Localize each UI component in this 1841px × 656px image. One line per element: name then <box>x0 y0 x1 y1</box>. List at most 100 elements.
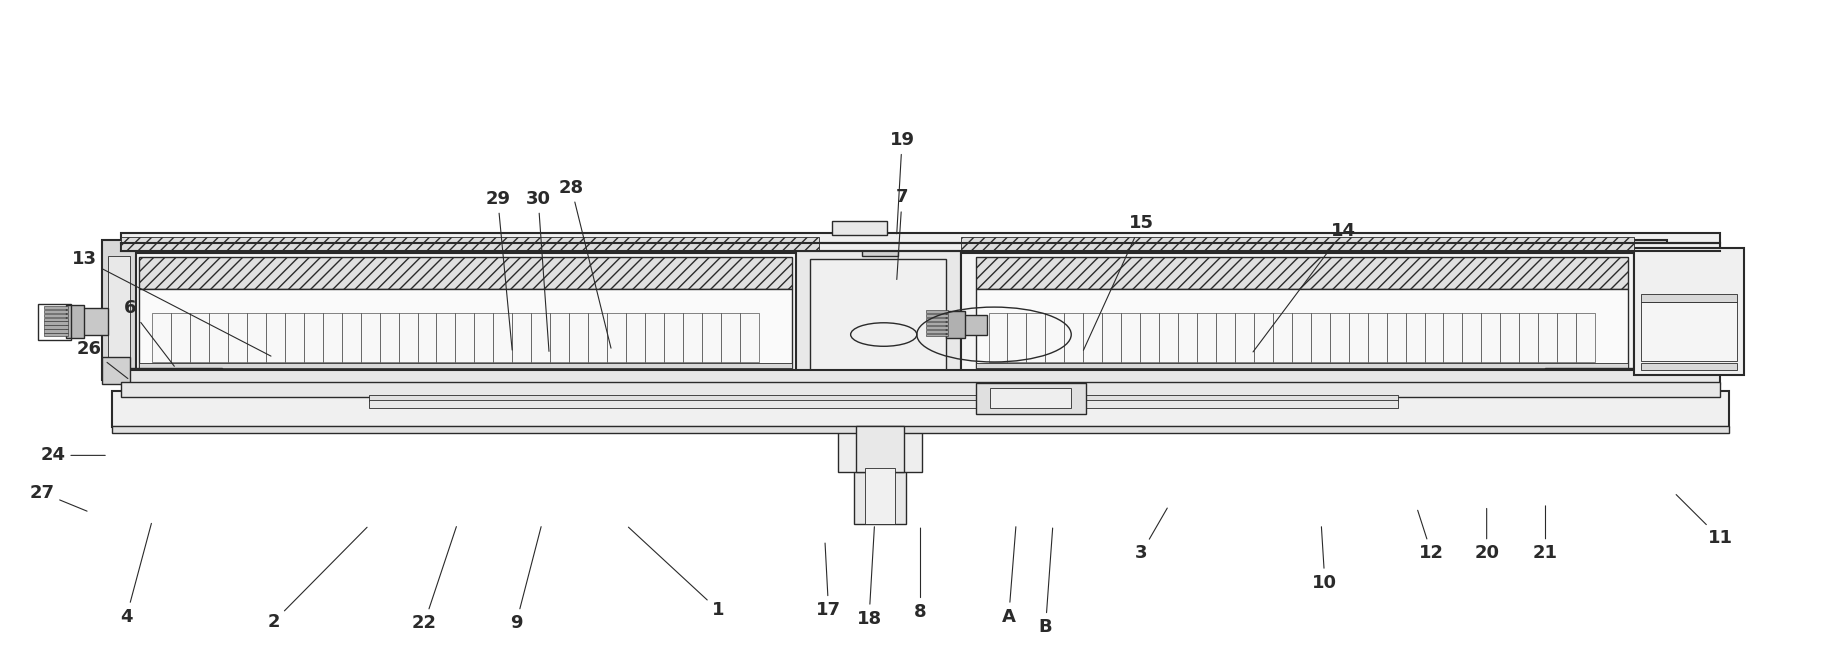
Bar <box>1519 313 1539 362</box>
Bar <box>1064 313 1083 362</box>
Bar <box>1539 313 1557 362</box>
Bar <box>368 395 1399 401</box>
Bar <box>210 313 228 362</box>
Bar <box>66 305 85 338</box>
Text: 21: 21 <box>1534 506 1557 562</box>
Bar <box>722 313 740 362</box>
Bar <box>1699 314 1723 317</box>
Bar <box>1329 313 1349 362</box>
Text: 27: 27 <box>29 483 87 511</box>
Bar <box>418 313 436 362</box>
Bar <box>926 330 948 333</box>
Bar <box>1699 329 1723 333</box>
Bar <box>1699 333 1723 337</box>
Bar <box>926 322 948 325</box>
Bar <box>1083 313 1103 362</box>
Bar <box>854 470 906 524</box>
Bar <box>122 237 819 251</box>
Bar <box>1640 363 1736 371</box>
Bar <box>1254 313 1272 362</box>
Bar <box>342 313 361 362</box>
Bar <box>304 313 322 362</box>
Bar <box>961 237 1633 251</box>
Bar <box>926 326 948 329</box>
Bar <box>512 313 532 362</box>
Text: 10: 10 <box>1313 527 1337 592</box>
Bar <box>1103 313 1121 362</box>
Text: 28: 28 <box>558 178 611 348</box>
Bar <box>1046 313 1064 362</box>
Bar <box>1311 313 1329 362</box>
Bar <box>976 383 1086 414</box>
Bar <box>1160 313 1178 362</box>
Bar <box>532 313 550 362</box>
Bar <box>1443 313 1462 362</box>
Bar <box>1425 313 1443 362</box>
Bar <box>190 313 210 362</box>
Text: 30: 30 <box>527 190 550 352</box>
Bar <box>1557 313 1576 362</box>
Bar <box>1292 313 1311 362</box>
Bar <box>810 259 946 374</box>
Text: 8: 8 <box>915 528 926 621</box>
Text: 20: 20 <box>1475 508 1499 562</box>
Bar <box>1197 313 1217 362</box>
Bar <box>361 313 379 362</box>
Text: 7: 7 <box>897 188 908 279</box>
Bar <box>122 371 1719 384</box>
Bar <box>587 313 608 362</box>
Bar <box>832 221 887 236</box>
Bar <box>976 257 1627 289</box>
Text: 22: 22 <box>412 527 457 632</box>
Bar <box>926 314 948 317</box>
Bar <box>379 313 398 362</box>
Bar <box>122 243 1719 251</box>
Bar <box>825 405 935 422</box>
Bar <box>44 333 68 337</box>
Bar <box>44 329 68 333</box>
Bar <box>862 371 898 472</box>
Bar <box>44 321 68 325</box>
Bar <box>1633 240 1666 380</box>
Bar <box>112 392 1729 427</box>
Bar <box>1655 308 1685 335</box>
Text: 15: 15 <box>1083 215 1154 350</box>
Bar <box>862 247 898 256</box>
Bar <box>838 420 922 472</box>
Bar <box>44 314 68 317</box>
Bar <box>569 313 587 362</box>
Text: 1: 1 <box>628 527 725 619</box>
Bar <box>103 240 136 380</box>
Bar <box>247 313 265 362</box>
Bar <box>856 426 904 472</box>
Bar <box>1405 313 1425 362</box>
Text: 3: 3 <box>1134 508 1167 562</box>
Bar <box>626 313 644 362</box>
Text: 17: 17 <box>816 543 841 619</box>
Bar <box>103 369 223 380</box>
Bar <box>1386 313 1405 362</box>
Bar <box>1217 313 1235 362</box>
Bar <box>740 313 758 362</box>
Text: 12: 12 <box>1418 510 1443 562</box>
Bar <box>1633 256 1655 367</box>
Bar <box>1576 313 1594 362</box>
Text: 4: 4 <box>120 523 151 626</box>
Bar <box>122 382 1719 397</box>
Text: 18: 18 <box>856 527 882 628</box>
Bar <box>926 334 948 337</box>
Bar <box>1699 325 1723 329</box>
Bar <box>1699 306 1723 309</box>
Bar <box>127 253 806 374</box>
Bar <box>976 363 1627 370</box>
Bar <box>44 325 68 329</box>
Bar <box>455 313 475 362</box>
Bar <box>1696 304 1729 340</box>
Bar <box>795 250 961 387</box>
Text: 2: 2 <box>267 527 366 631</box>
Bar <box>665 313 683 362</box>
Bar <box>976 369 1627 375</box>
Bar <box>368 400 1399 407</box>
Bar <box>398 313 418 362</box>
Bar <box>1027 313 1046 362</box>
